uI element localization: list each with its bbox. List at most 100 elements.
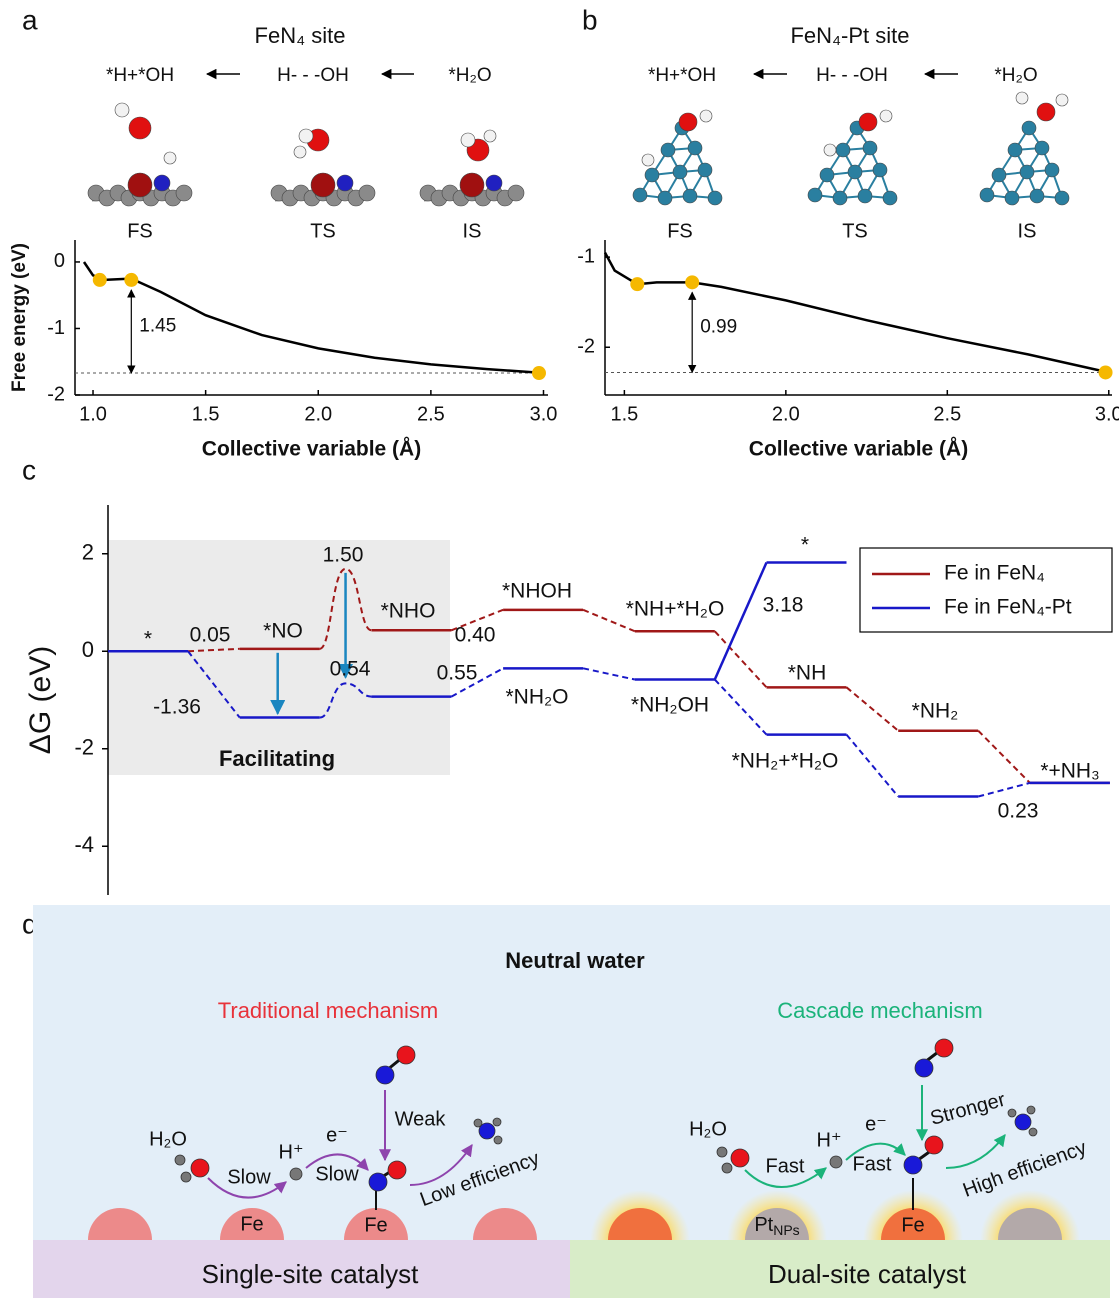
barrier-label: 1.45 xyxy=(139,315,176,336)
level-label: 0.54 xyxy=(330,658,371,681)
atom xyxy=(176,185,192,201)
atom xyxy=(645,168,659,182)
level-label: 1.50 xyxy=(323,544,364,567)
atom xyxy=(848,165,862,179)
state-point xyxy=(630,277,644,291)
state-label: *H₂O xyxy=(994,65,1037,86)
y-tick-label: -1 xyxy=(577,245,595,267)
atom xyxy=(863,141,877,155)
atom xyxy=(980,188,994,202)
structure-label: TS xyxy=(310,220,336,242)
rate-label: Slow xyxy=(227,1166,271,1188)
x-tick-label: 1.5 xyxy=(610,403,638,425)
level-label: *NH₂+*H₂O xyxy=(732,750,839,773)
species-label: H₂O xyxy=(149,1128,187,1150)
rate-label: Fast xyxy=(853,1153,892,1175)
atom xyxy=(1037,103,1055,121)
state-point xyxy=(685,275,699,289)
y-tick-label: -2 xyxy=(47,383,65,405)
level-label: 3.18 xyxy=(763,594,804,617)
branch-connector xyxy=(715,563,767,680)
molecule xyxy=(397,1046,415,1064)
atom xyxy=(708,191,722,205)
state-point xyxy=(532,366,546,380)
atom xyxy=(698,163,712,177)
schematic: Neutral water Traditional mechanism Casc… xyxy=(33,905,1110,1298)
species-label: H⁺ xyxy=(817,1129,842,1151)
structure-label: FS xyxy=(127,220,153,242)
x-tick-label: 1.5 xyxy=(192,403,220,425)
molecule xyxy=(388,1161,406,1179)
legend-label: Fe in FeN₄-Pt xyxy=(944,596,1072,619)
catalyst-label: Single-site catalyst xyxy=(202,1259,420,1289)
atom xyxy=(858,189,872,203)
level-label: *+NH₃ xyxy=(1040,760,1099,783)
atom xyxy=(129,117,151,139)
molecule xyxy=(830,1156,842,1168)
barrier-label: 0.99 xyxy=(700,316,737,337)
atom xyxy=(1045,163,1059,177)
structure-label: IS xyxy=(1018,220,1037,242)
x-tick-label: 2.0 xyxy=(772,403,800,425)
binding-label: Weak xyxy=(395,1108,447,1130)
atom xyxy=(633,188,647,202)
atom xyxy=(661,143,675,157)
figure: a b c d Neutral water Traditional mechan… xyxy=(0,0,1119,1300)
x-tick-label: 3.0 xyxy=(1095,403,1119,425)
level-connector xyxy=(978,783,1030,797)
atom xyxy=(1008,143,1022,157)
level-label: *NH₂ xyxy=(912,700,959,723)
site-label: Fe xyxy=(364,1214,387,1236)
atom xyxy=(1055,191,1069,205)
atom xyxy=(1030,189,1044,203)
panel-label: b xyxy=(582,4,598,35)
atom xyxy=(688,141,702,155)
level-label: * xyxy=(801,534,809,557)
level-label: 0.40 xyxy=(455,624,496,647)
molecule xyxy=(717,1147,727,1157)
molecule xyxy=(181,1172,191,1182)
atom xyxy=(115,103,129,117)
atom xyxy=(1022,121,1036,135)
level-connector xyxy=(715,680,767,735)
y-tick-label: -2 xyxy=(577,336,595,358)
molecule xyxy=(722,1163,732,1173)
y-tick-label: -1 xyxy=(47,317,65,339)
state-label: H- - -OH xyxy=(816,65,888,86)
state-label: *H₂O xyxy=(448,65,491,86)
molecule xyxy=(369,1173,387,1191)
y-tick-label: 0 xyxy=(82,637,94,662)
page: FeN4 and FeN4-Pt reaction figure {"panel… xyxy=(0,0,1119,1300)
highlight-label: Facilitating xyxy=(219,746,335,771)
site-label-sub: NPs xyxy=(773,1222,799,1238)
atom xyxy=(1016,92,1028,104)
panel-label: c xyxy=(22,454,36,485)
species-label: e⁻ xyxy=(865,1113,887,1135)
site-label-base: Pt xyxy=(754,1214,773,1236)
atom xyxy=(311,173,335,197)
state-label: H- - -OH xyxy=(277,65,349,86)
structure-label: FS xyxy=(667,220,693,242)
atom xyxy=(1056,94,1068,106)
level-connector xyxy=(583,668,635,679)
atom xyxy=(128,173,152,197)
level-label: 0.23 xyxy=(998,800,1039,823)
schematic-title: Neutral water xyxy=(505,948,645,973)
x-tick-label: 2.5 xyxy=(933,403,961,425)
page-body: a b c d Neutral water Traditional mechan… xyxy=(0,0,1119,1300)
level-label: *NH xyxy=(788,662,827,685)
molecule xyxy=(1027,1106,1035,1114)
atom xyxy=(154,175,170,191)
level-label: -1.36 xyxy=(153,696,201,719)
state-point xyxy=(93,273,107,287)
atom xyxy=(642,154,654,166)
atom xyxy=(836,143,850,157)
x-tick-label: 2.0 xyxy=(304,403,332,425)
level-label: 0.05 xyxy=(190,624,231,647)
level-label: 0.55 xyxy=(437,662,478,685)
level-label: *NH₂OH xyxy=(631,694,709,717)
site-label: Fe xyxy=(901,1214,924,1236)
mechanism-heading: Cascade mechanism xyxy=(777,998,982,1023)
molecule xyxy=(376,1066,394,1084)
species-label: H₂O xyxy=(689,1118,727,1140)
